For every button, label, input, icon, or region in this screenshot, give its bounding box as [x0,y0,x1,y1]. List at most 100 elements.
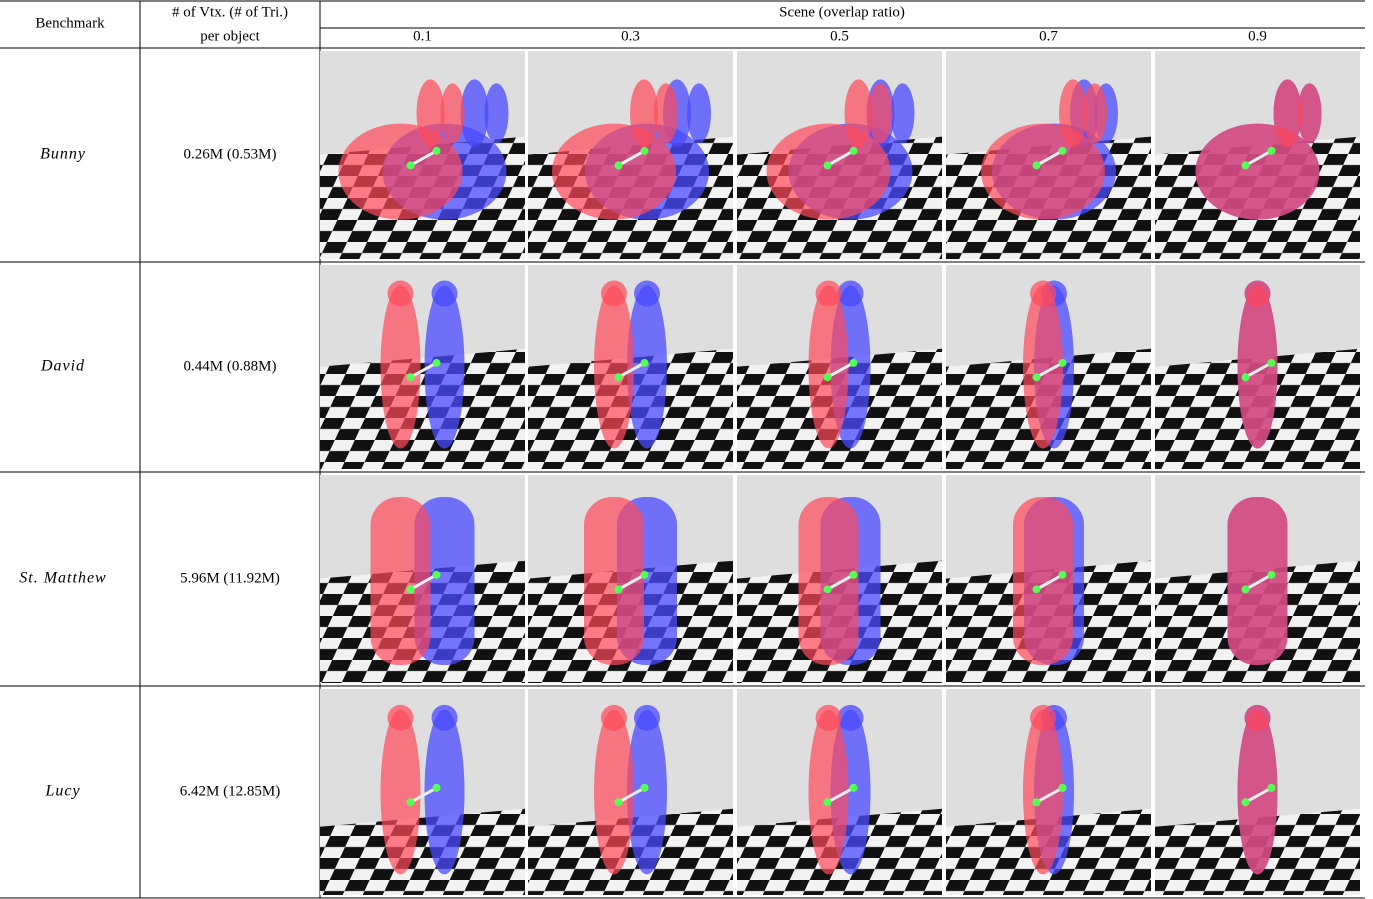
object-size: 0.44M (0.88M) [184,358,277,374]
scene-image [528,51,733,259]
object [432,281,458,307]
object [432,705,458,731]
keypoint [1268,359,1276,367]
keypoint [641,359,649,367]
keypoint [1059,147,1067,155]
object [816,705,842,731]
keypoint [850,147,858,155]
scene-image [528,475,733,683]
keypoint [1033,373,1041,381]
scene-ratio: 0.5 [830,28,849,44]
keypoint [641,571,649,579]
keypoint [1268,571,1276,579]
keypoint [615,585,623,593]
keypoint [824,585,832,593]
object [1083,83,1107,143]
keypoint [1242,585,1250,593]
keypoint [615,161,623,169]
scene-ratio: 0.3 [621,28,640,44]
keypoint [407,373,415,381]
keypoint [407,798,415,806]
object [767,124,891,220]
object [381,710,421,875]
keypoint [433,359,441,367]
scene-image [946,51,1151,259]
keypoint [824,161,832,169]
object [339,124,463,220]
object [1030,281,1056,307]
object [461,79,489,147]
header-scene: Scene (overlap ratio) [779,4,905,20]
object [1196,124,1320,220]
keypoint [850,571,858,579]
keypoint [1242,373,1250,381]
scene-image [528,265,733,469]
scene-image [737,51,942,259]
scene-image [320,265,525,469]
object [654,83,678,143]
keypoint [1059,784,1067,792]
object [441,83,465,143]
benchmark-name: David [40,358,85,375]
object [1059,79,1087,147]
object [1238,710,1278,875]
object [594,710,634,875]
header-benchmark: Benchmark [35,15,105,31]
object [601,281,627,307]
object [417,79,445,147]
scene-ratio: 0.9 [1248,28,1267,44]
scene-image [946,475,1151,683]
keypoint [1242,798,1250,806]
scene-image [946,265,1151,469]
object [687,83,711,143]
object [816,281,842,307]
object [809,285,849,448]
header-vertices: per object [200,28,260,44]
object [1238,285,1278,448]
keypoint [824,373,832,381]
benchmark-name: Bunny [40,146,86,163]
scene-image [1155,51,1360,259]
object-size: 5.96M (11.92M) [180,570,280,586]
keypoint [433,147,441,155]
object [869,83,893,143]
object [388,281,414,307]
page: Benchmark # of Vtx. (# of Tri.) per obje… [0,0,1373,899]
keypoint [850,359,858,367]
object [1274,79,1302,147]
object [891,83,915,143]
keypoint [433,571,441,579]
object [799,497,859,665]
scene-ratio: 0.7 [1039,28,1058,44]
benchmark-name: Lucy [44,783,80,800]
keypoint [1242,161,1250,169]
scene-image [737,475,942,683]
object [634,281,660,307]
keypoint [615,373,623,381]
object [601,705,627,731]
benchmark-name: St. Matthew [19,570,106,587]
keypoint [1268,147,1276,155]
results-table: Benchmark # of Vtx. (# of Tri.) per obje… [0,0,1373,899]
object [845,79,873,147]
scene-image [1155,475,1360,683]
object [1013,497,1073,665]
scene-image [737,265,942,469]
object [630,79,658,147]
object [485,83,509,143]
scene-image [1155,265,1360,469]
keypoint [407,585,415,593]
object [981,124,1105,220]
scene-ratio: 0.1 [413,28,432,44]
keypoint [1033,161,1041,169]
object [381,285,421,448]
keypoint [641,147,649,155]
scene-image [320,475,525,683]
scene-image [320,689,525,895]
scene-image [528,689,733,895]
checker-floor [320,349,525,469]
object [634,705,660,731]
scene-image [737,689,942,895]
keypoint [1033,798,1041,806]
keypoint [1059,571,1067,579]
